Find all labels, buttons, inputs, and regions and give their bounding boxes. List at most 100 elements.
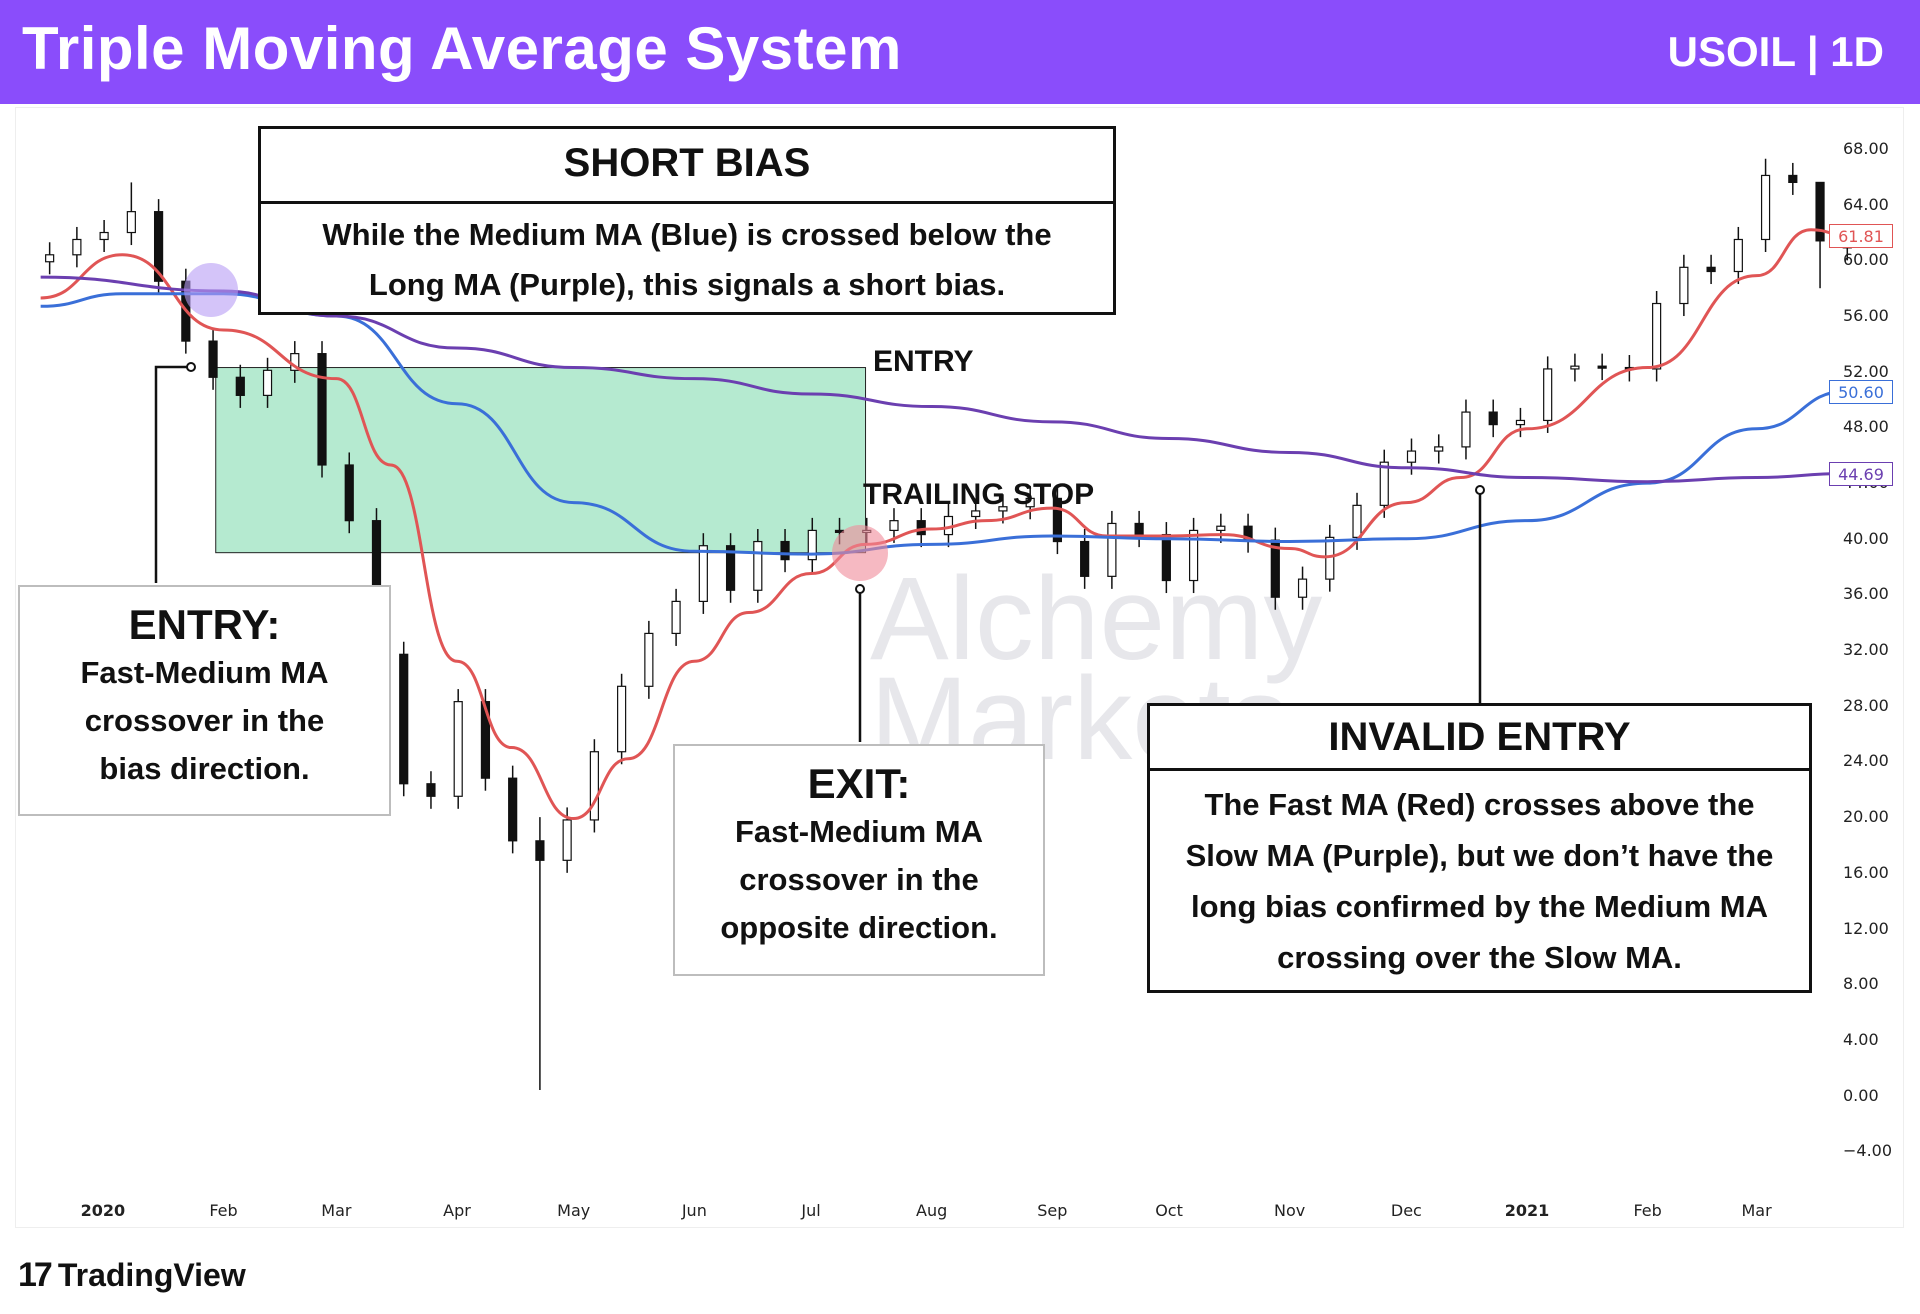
x-tick-label: 2020 [80, 1201, 126, 1220]
candle-body [807, 529, 817, 561]
fast-ma-price-tag: 61.81 [1829, 224, 1893, 248]
candle-body [344, 464, 354, 522]
x-tick-label: Mar [321, 1201, 352, 1220]
candle-body [753, 540, 763, 591]
candle-body [1107, 522, 1117, 577]
candle-body [589, 751, 599, 821]
y-tick-label: 36.00 [1843, 584, 1889, 604]
candle-body [153, 211, 164, 282]
candle-body [1025, 497, 1035, 508]
candle-body [1815, 181, 1825, 242]
candle-body [1052, 497, 1063, 543]
exit-cross-highlight [832, 525, 888, 581]
candle-body [1679, 266, 1689, 305]
exit-box: EXIT: Fast-Medium MA crossover in the op… [673, 744, 1045, 976]
fast-ma-line [40, 228, 1847, 821]
entry-label: ENTRY [873, 345, 974, 378]
x-tick-label: Feb [1633, 1201, 1662, 1220]
tradingview-logo-icon: 17 [18, 1256, 53, 1294]
x-tick-label: Nov [1274, 1201, 1306, 1220]
y-tick-label: 8.00 [1843, 974, 1879, 994]
y-tick-label: 40.00 [1843, 528, 1889, 548]
trade-zone [215, 367, 867, 554]
medium-ma-price-tag: 50.60 [1829, 380, 1893, 404]
candle-body [1161, 533, 1171, 582]
candle-body [1379, 461, 1389, 506]
candle-body [1760, 174, 1771, 241]
bias-cross-highlight [184, 263, 238, 317]
y-tick-label: 60.00 [1843, 250, 1889, 270]
x-tick-label: Jun [681, 1201, 707, 1220]
short-bias-box: SHORT BIAS While the Medium MA (Blue) is… [258, 126, 1116, 315]
candle-body [126, 211, 136, 234]
candle-body [480, 701, 491, 779]
entry-box-body: Fast-Medium MA crossover in the bias dir… [80, 655, 329, 787]
candle-body [1515, 419, 1526, 426]
x-tick-label: Sep [1037, 1201, 1068, 1220]
candle-body [45, 254, 55, 263]
candle-body [317, 353, 327, 466]
y-tick-label: 12.00 [1843, 918, 1889, 938]
candle-body [889, 520, 899, 532]
invalid-connector-dot [1475, 485, 1485, 495]
invalid-entry-body: The Fast MA (Red) crosses above the Slow… [1185, 787, 1774, 976]
candle-body [399, 653, 409, 785]
candle-body [916, 520, 926, 536]
candle-body [208, 340, 218, 378]
invalid-entry-box: INVALID ENTRY The Fast MA (Red) crosses … [1147, 703, 1812, 993]
candle-body [971, 510, 981, 518]
y-tick-label: 56.00 [1843, 306, 1889, 326]
candle-body [1134, 522, 1144, 536]
candle-body [426, 783, 436, 797]
x-tick-label: Feb [209, 1201, 238, 1220]
y-tick-label: 20.00 [1843, 807, 1889, 827]
candle-body [617, 685, 627, 753]
candle-body [1434, 446, 1444, 452]
candle-body [72, 238, 82, 256]
x-tick-label: 2021 [1504, 1201, 1550, 1220]
candle-body [262, 369, 273, 396]
candle-body [562, 819, 572, 861]
candle-body [1706, 266, 1716, 273]
x-tick-label: May [557, 1201, 591, 1220]
x-tick-label: Aug [916, 1201, 948, 1220]
invalid-entry-title: INVALID ENTRY [1150, 706, 1809, 771]
candle-body [1570, 365, 1580, 370]
entry-box: ENTRY: Fast-Medium MA crossover in the b… [18, 585, 391, 816]
entry-connector-dot [186, 362, 196, 372]
candle-body [535, 840, 545, 861]
exit-connector-dot [855, 584, 865, 594]
watermark-line1: Alchemy [870, 553, 1323, 685]
candle-body [671, 600, 681, 635]
y-tick-label: 32.00 [1843, 640, 1889, 660]
candle-body [1788, 174, 1798, 184]
candle-body [99, 231, 109, 241]
candle-body [1597, 365, 1607, 369]
candle-body [235, 376, 245, 396]
x-tick-label: Dec [1390, 1201, 1422, 1220]
candle-body [1406, 450, 1417, 463]
y-tick-label: 4.00 [1843, 1029, 1879, 1049]
x-tick-label: Apr [443, 1201, 471, 1220]
y-tick-label: 68.00 [1843, 139, 1889, 158]
short-bias-body: While the Medium MA (Blue) is crossed be… [322, 217, 1052, 302]
candle-body [1297, 578, 1308, 598]
candle-body [1652, 302, 1662, 370]
y-tick-label: 24.00 [1843, 751, 1889, 771]
candle-body [644, 632, 654, 687]
tradingview-logo[interactable]: 17 TradingView [18, 1256, 246, 1295]
candle-body [1188, 529, 1199, 582]
short-bias-title: SHORT BIAS [261, 129, 1113, 204]
exit-box-body: Fast-Medium MA crossover in the opposite… [720, 814, 998, 946]
y-tick-label: 48.00 [1843, 417, 1889, 437]
candle-body [453, 701, 463, 797]
slow-ma-price-tag: 44.69 [1829, 462, 1893, 486]
y-tick-label: 52.00 [1843, 361, 1889, 381]
chart-frame [15, 107, 1904, 1228]
x-tick-label: Jul [801, 1201, 821, 1220]
candle-body [1080, 540, 1090, 577]
header-bar: Triple Moving Average System USOIL | 1D [0, 0, 1920, 104]
entry-connector [154, 365, 191, 583]
y-tick-label: 64.00 [1843, 194, 1889, 214]
